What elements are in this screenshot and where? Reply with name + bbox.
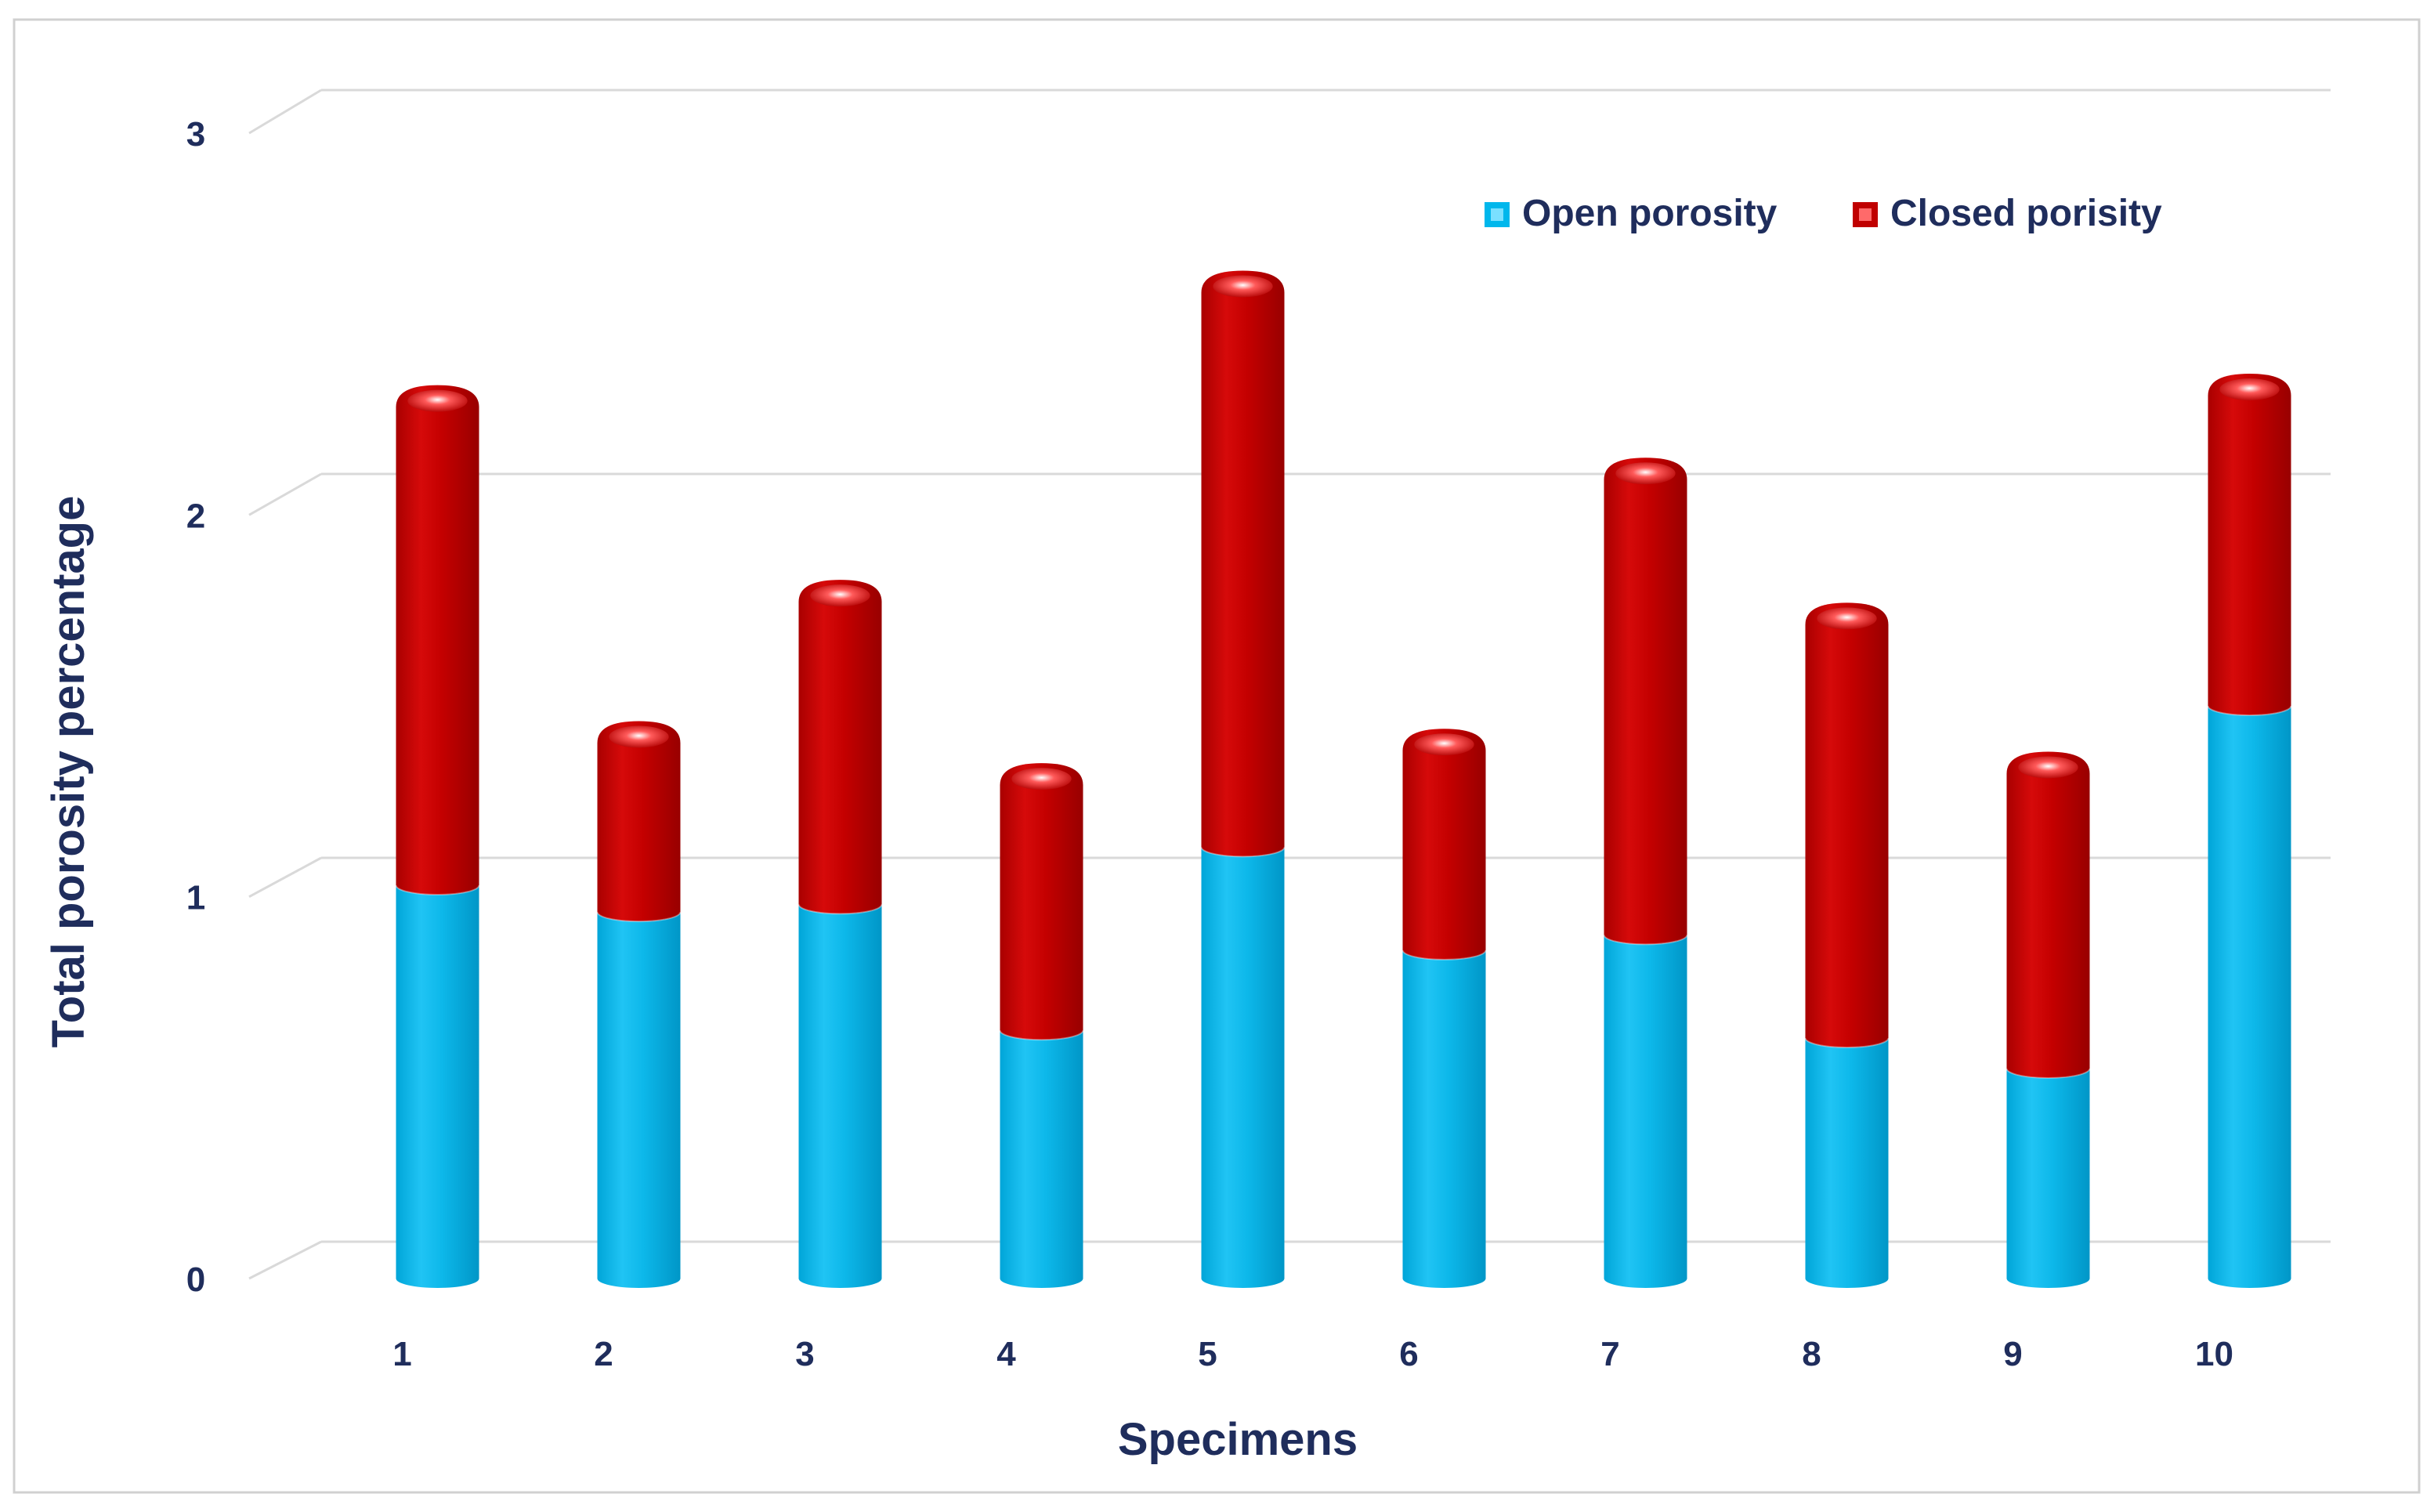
legend-label-closed: Closed porisity bbox=[1890, 193, 2162, 234]
legend-label-open: Open porosity bbox=[1522, 193, 1778, 234]
bar-segment-seam bbox=[1804, 1037, 1890, 1048]
x-tick-label: 3 bbox=[795, 1335, 814, 1373]
legend: Open porosity Closed porisity bbox=[1485, 193, 2162, 234]
x-tick-label: 6 bbox=[1399, 1335, 1418, 1373]
gridline-diagonal-0 bbox=[248, 1240, 322, 1280]
bar-open-porosity bbox=[1604, 935, 1687, 1288]
bar-group-5 bbox=[1200, 270, 1286, 1288]
bar-group-8 bbox=[1804, 602, 1890, 1288]
bar-cap-highlight bbox=[1615, 462, 1676, 485]
bar-group-4 bbox=[999, 763, 1084, 1288]
bar-cap-highlight bbox=[2219, 378, 2280, 401]
bar-cap-highlight bbox=[1414, 733, 1474, 756]
bar-group-9 bbox=[2005, 751, 2091, 1288]
bar-closed-porosity bbox=[2006, 751, 2090, 1078]
y-tick-label: 1 bbox=[186, 879, 205, 917]
bar-cap-highlight bbox=[609, 725, 669, 748]
bar-group-3 bbox=[797, 580, 883, 1288]
x-tick-label: 2 bbox=[594, 1335, 613, 1373]
bar-cap-highlight bbox=[407, 389, 468, 412]
x-tick-label: 1 bbox=[392, 1335, 411, 1373]
bar-closed-porosity bbox=[2208, 374, 2291, 715]
bar-closed-porosity bbox=[1604, 458, 1687, 945]
bar-open-porosity bbox=[2208, 706, 2291, 1288]
bar-group-7 bbox=[1603, 458, 1688, 1288]
bar-closed-porosity bbox=[1402, 729, 1486, 960]
y-axis-ticks: 0 1 2 3 bbox=[186, 115, 205, 1299]
bar-closed-porosity bbox=[597, 721, 681, 922]
bar-open-porosity bbox=[396, 885, 479, 1288]
bar-closed-porosity bbox=[396, 385, 479, 895]
bar-segment-seam bbox=[1200, 847, 1286, 858]
bar-segment-seam bbox=[797, 904, 883, 915]
bar-group-1 bbox=[395, 385, 480, 1288]
bar-closed-porosity bbox=[1805, 602, 1889, 1047]
gridline-diagonal-2 bbox=[248, 472, 322, 516]
bar-segment-seam bbox=[1603, 935, 1688, 946]
y-tick-label: 0 bbox=[186, 1261, 205, 1299]
bar-segment-seam bbox=[1401, 950, 1487, 960]
bar-open-porosity bbox=[1805, 1037, 1889, 1288]
bar-group-10 bbox=[2207, 374, 2292, 1288]
gridline-diagonal-3 bbox=[248, 89, 322, 135]
bar-open-porosity bbox=[597, 912, 681, 1288]
bar-segment-seam bbox=[596, 911, 682, 923]
bar-group-2 bbox=[596, 721, 682, 1288]
legend-swatch-closed-highlight bbox=[1859, 208, 1872, 221]
bar-open-porosity bbox=[798, 904, 882, 1288]
gridline-diagonal-1 bbox=[248, 856, 322, 898]
x-axis-title: Specimens bbox=[1118, 1414, 1358, 1465]
bar-cap-highlight bbox=[1011, 768, 1072, 790]
bar-closed-porosity bbox=[798, 580, 882, 914]
y-tick-label: 3 bbox=[186, 115, 205, 154]
bar-open-porosity bbox=[1000, 1030, 1083, 1288]
x-tick-label: 8 bbox=[1802, 1335, 1821, 1373]
bar-closed-porosity bbox=[1201, 270, 1285, 857]
bar-open-porosity bbox=[1402, 950, 1486, 1288]
bar-closed-porosity bbox=[1000, 763, 1083, 1040]
x-tick-label: 10 bbox=[2195, 1335, 2233, 1373]
x-tick-label: 5 bbox=[1198, 1335, 1217, 1373]
bar-cap-highlight bbox=[810, 584, 870, 607]
y-axis-title: Total porosity percentage bbox=[43, 496, 94, 1048]
bar-segment-seam bbox=[395, 884, 480, 896]
legend-swatch-open-highlight bbox=[1491, 208, 1503, 221]
bar-segment-seam bbox=[2005, 1068, 2091, 1079]
bars-layer bbox=[395, 270, 2292, 1288]
bar-cap-highlight bbox=[1213, 275, 1273, 298]
y-tick-label: 2 bbox=[186, 497, 205, 535]
x-tick-label: 7 bbox=[1600, 1335, 1619, 1373]
bar-cap-highlight bbox=[2018, 756, 2078, 779]
bar-segment-seam bbox=[2207, 705, 2292, 716]
x-axis-ticks: 1 2 3 4 5 6 7 8 9 10 bbox=[392, 1335, 2233, 1373]
x-tick-label: 9 bbox=[2003, 1335, 2022, 1373]
bar-segment-seam bbox=[999, 1030, 1084, 1041]
bar-open-porosity bbox=[2006, 1068, 2090, 1288]
bar-group-6 bbox=[1401, 729, 1487, 1288]
bar-cap-highlight bbox=[1817, 607, 1877, 630]
bar-open-porosity bbox=[1201, 847, 1285, 1288]
x-tick-label: 4 bbox=[996, 1335, 1016, 1373]
